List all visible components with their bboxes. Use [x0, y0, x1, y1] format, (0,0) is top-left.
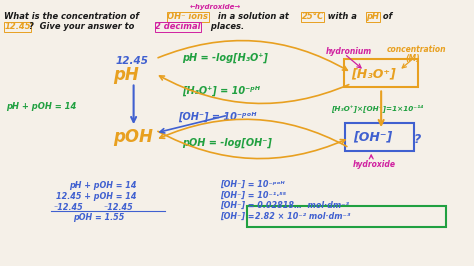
Text: [H₃O⁺]×[OH⁻]=1×10⁻¹⁴: [H₃O⁺]×[OH⁻]=1×10⁻¹⁴ — [331, 104, 424, 112]
Text: 25°C: 25°C — [301, 12, 324, 21]
Text: in a solution at: in a solution at — [215, 12, 292, 21]
Text: with a: with a — [321, 12, 359, 21]
Text: OH⁻ ions: OH⁻ ions — [167, 12, 209, 21]
Text: What is the concentration of: What is the concentration of — [4, 12, 142, 21]
Text: pH + pOH = 14: pH + pOH = 14 — [69, 181, 137, 190]
Text: ⁻12.45: ⁻12.45 — [53, 203, 83, 212]
Text: [OH⁻] = 10⁻¹⋅⁵⁵: [OH⁻] = 10⁻¹⋅⁵⁵ — [220, 190, 286, 200]
Text: [OH⁻] = 10⁻ᵖᵒᴴ: [OH⁻] = 10⁻ᵖᵒᴴ — [178, 112, 257, 122]
Text: [OH⁻] =: [OH⁻] = — [220, 212, 257, 221]
Text: places.: places. — [208, 22, 244, 31]
Text: pOH = -log[OH⁻]: pOH = -log[OH⁻] — [182, 138, 272, 148]
Text: ?  Give your answer to: ? Give your answer to — [29, 22, 137, 31]
Text: ←hydroxide→: ←hydroxide→ — [190, 4, 241, 10]
Text: hydronium: hydronium — [326, 47, 372, 56]
Text: ?: ? — [414, 133, 421, 146]
Text: 2 decimal: 2 decimal — [155, 22, 201, 31]
Text: ⁻12.45: ⁻12.45 — [104, 203, 134, 212]
Text: 2.82 × 10⁻² mol·dm⁻³: 2.82 × 10⁻² mol·dm⁻³ — [255, 212, 350, 221]
Text: [OH⁻] = 0.02818…  mol·dm⁻³: [OH⁻] = 0.02818… mol·dm⁻³ — [220, 201, 349, 210]
Text: concentration: concentration — [387, 45, 447, 54]
Text: pOH = 1.55: pOH = 1.55 — [73, 213, 124, 222]
Text: pOH: pOH — [113, 128, 153, 146]
Text: (M): (M) — [405, 54, 419, 63]
Text: of: of — [380, 12, 392, 21]
Text: [H₃O⁺] = 10⁻ᵖᴴ: [H₃O⁺] = 10⁻ᵖᴴ — [182, 85, 260, 96]
Text: pH: pH — [366, 12, 379, 21]
Text: [OH⁻]: [OH⁻] — [353, 130, 392, 143]
Text: hydroxide: hydroxide — [352, 160, 395, 169]
Text: [OH⁻] = 10⁻ᵖᵒᴴ: [OH⁻] = 10⁻ᵖᵒᴴ — [220, 180, 285, 189]
Text: 12.45 + pOH = 14: 12.45 + pOH = 14 — [56, 192, 137, 201]
Text: pH + pOH = 14: pH + pOH = 14 — [6, 102, 77, 111]
Text: 12.45: 12.45 — [116, 56, 149, 66]
Text: pH: pH — [113, 66, 138, 84]
Text: [H₃O⁺]: [H₃O⁺] — [351, 68, 396, 81]
Text: 12.45: 12.45 — [4, 22, 31, 31]
Text: pH = -log[H₃O⁺]: pH = -log[H₃O⁺] — [182, 53, 268, 63]
